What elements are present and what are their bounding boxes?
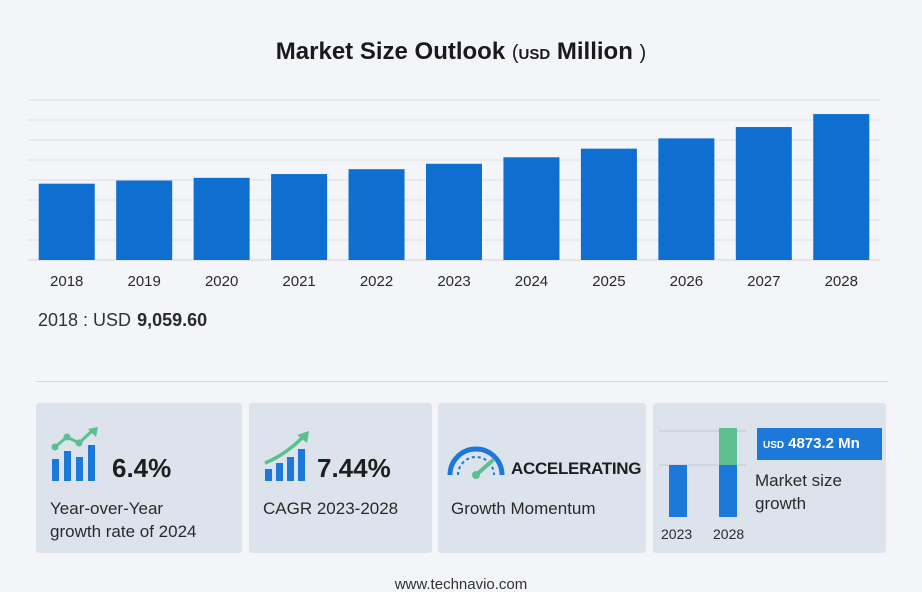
mini-bar-2023 [669,465,687,517]
title-main: Market Size Outlook [275,38,506,65]
badge-value: 4873.2 Mn [788,435,860,452]
bar-2022 [348,169,405,260]
title-unit-small: USD [518,46,551,63]
bar-2023 [426,163,482,260]
growth-card: 2023 2028 Market size growth [653,403,886,553]
x-tick-2027: 2027 [747,273,780,290]
title-paren-close: ) [639,42,647,64]
yoy-desc-line2: growth rate of 2024 [50,522,197,541]
cagr-card: 7.44% CAGR 2023-2028 [249,403,432,553]
growth-desc-line2: growth [755,494,807,513]
divider [36,381,888,382]
bar-chart: 2018 2019 2020 2021 2022 2023 2024 2025 2026 2027… [28,99,880,290]
yoy-value: 6.4% [112,453,172,483]
bar-2027 [735,127,792,260]
x-tick-2023: 2023 [437,273,470,290]
growth-desc-line1: Market size [755,471,842,490]
footer-url[interactable]: www.technavio.com [394,576,528,592]
yoy-desc-line1: Year-over-Year [50,499,164,518]
x-tick-2025: 2025 [592,273,625,290]
x-tick-2018: 2018 [50,273,83,290]
chart-title: Market Size Outlook (USD Million ) [0,38,922,66]
bar-2028 [813,114,870,261]
cagr-value: 7.44% [317,453,391,483]
x-tick-2021: 2021 [282,273,315,290]
base-year-amount: 9,059.60 [137,310,208,330]
badge-usd: USD [763,440,785,451]
mini-bar-2028-growth [719,428,737,465]
bar-2018 [38,183,95,260]
x-tick-2026: 2026 [670,273,703,290]
yoy-card: 6.4% Year-over-Year growth rate of 2024 [36,403,242,553]
momentum-value: ACCELERATING [511,459,642,478]
growth-mini-chart [659,428,747,517]
x-tick-2024: 2024 [515,273,548,290]
x-tick-2028: 2028 [825,273,858,290]
yoy-desc: Year-over-Year growth rate of 2024 [50,497,196,543]
x-tick-2022: 2022 [360,273,393,290]
bar-2025 [580,148,637,260]
cagr-desc: CAGR 2023-2028 [263,499,399,518]
title-unit: Million [556,38,633,65]
bar-2019 [116,180,173,260]
bar-2024 [503,157,560,260]
title-paren-open: ( [511,42,519,64]
momentum-card: ACCELERATING Growth Momentum [438,403,646,553]
bar-2020 [193,177,250,260]
momentum-desc: Growth Momentum [451,499,596,518]
mini-bar-2028-base [719,465,737,517]
bar-trend-icon [264,431,309,481]
bar-2021 [271,174,328,260]
x-tick-2020: 2020 [205,273,238,290]
bar-2026 [658,138,715,260]
gauge-icon [447,446,505,479]
base-year-value: 2018 : USD 9,059.60 [38,310,207,331]
mini-year-2023: 2023 [661,526,693,542]
x-tick-2019: 2019 [127,273,160,290]
growth-badge: USD 4873.2 Mn [757,428,882,460]
mini-year-2028: 2028 [713,526,745,542]
base-year-label: 2018 : USD [38,310,132,330]
bar-growth-icon [51,427,98,481]
growth-desc: Market size growth [755,469,842,515]
